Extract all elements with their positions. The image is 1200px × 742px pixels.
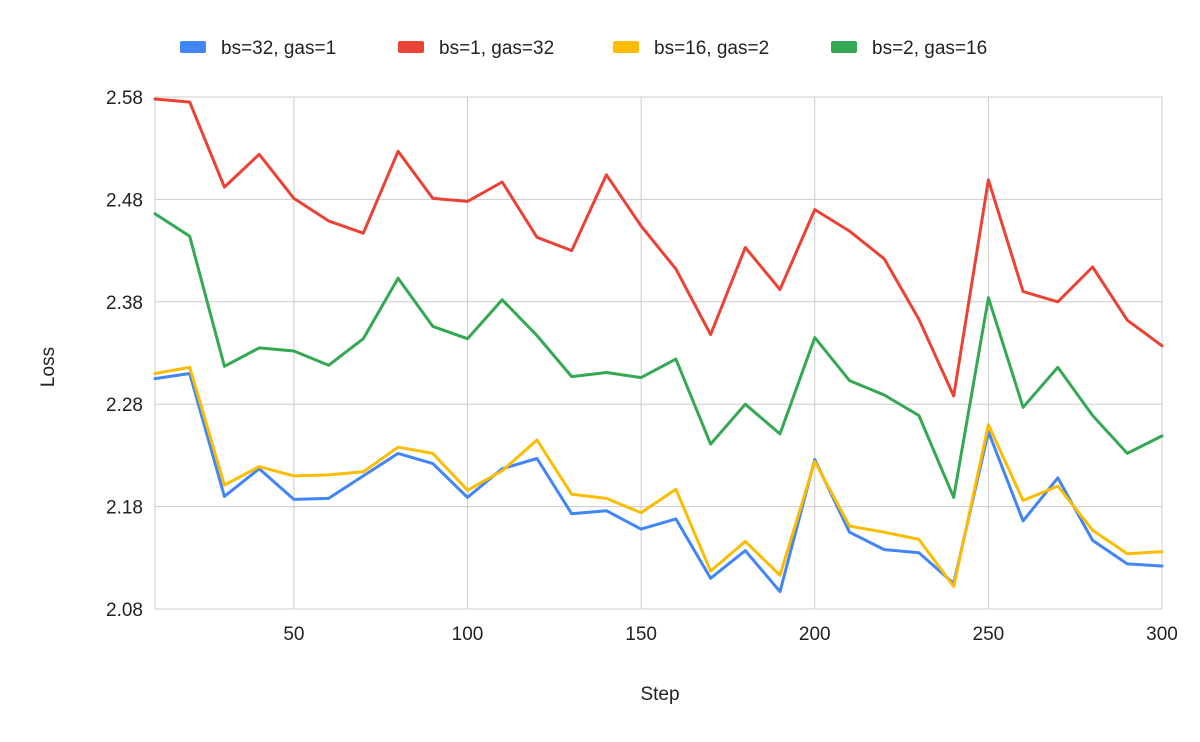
x-tick-label: 250 [973, 624, 1005, 645]
series-line-0 [153, 372, 1164, 594]
x-tick-label: 150 [625, 624, 657, 645]
x-tick-label: 50 [283, 624, 304, 645]
legend-label: bs=16, gas=2 [654, 38, 769, 59]
y-axis-ticks: 2.08 2.18 2.28 2.38 2.48 2.58 [106, 88, 143, 621]
x-axis-title: Step [640, 684, 679, 705]
series-line-3 [153, 212, 1164, 499]
legend-label: bs=32, gas=1 [221, 38, 336, 59]
series-line-2 [153, 365, 1164, 588]
series-line-1 [153, 97, 1164, 398]
x-tick-label: 200 [799, 624, 831, 645]
legend: bs=32, gas=1 bs=1, gas=32 bs=16, gas=2 bs=2… [180, 38, 987, 59]
y-axis-title: Loss [38, 347, 59, 387]
legend-swatch [613, 41, 639, 53]
series-lines [153, 97, 1164, 594]
y-tick-label: 2.48 [106, 190, 143, 211]
y-tick-label: 2.28 [106, 395, 143, 416]
legend-swatch [180, 41, 206, 53]
x-tick-label: 100 [452, 624, 484, 645]
x-tick-label: 300 [1146, 624, 1178, 645]
y-tick-label: 2.58 [106, 88, 143, 109]
grid-lines [154, 96, 1163, 610]
y-tick-label: 2.18 [106, 498, 143, 519]
legend-label: bs=1, gas=32 [439, 38, 554, 59]
legend-swatch [398, 41, 424, 53]
legend-swatch [831, 41, 857, 53]
legend-label: bs=2, gas=16 [872, 38, 987, 59]
y-tick-label: 2.08 [106, 600, 143, 621]
y-tick-label: 2.38 [106, 293, 143, 314]
x-axis-ticks: 50 100 150 200 250 300 [283, 624, 1178, 645]
